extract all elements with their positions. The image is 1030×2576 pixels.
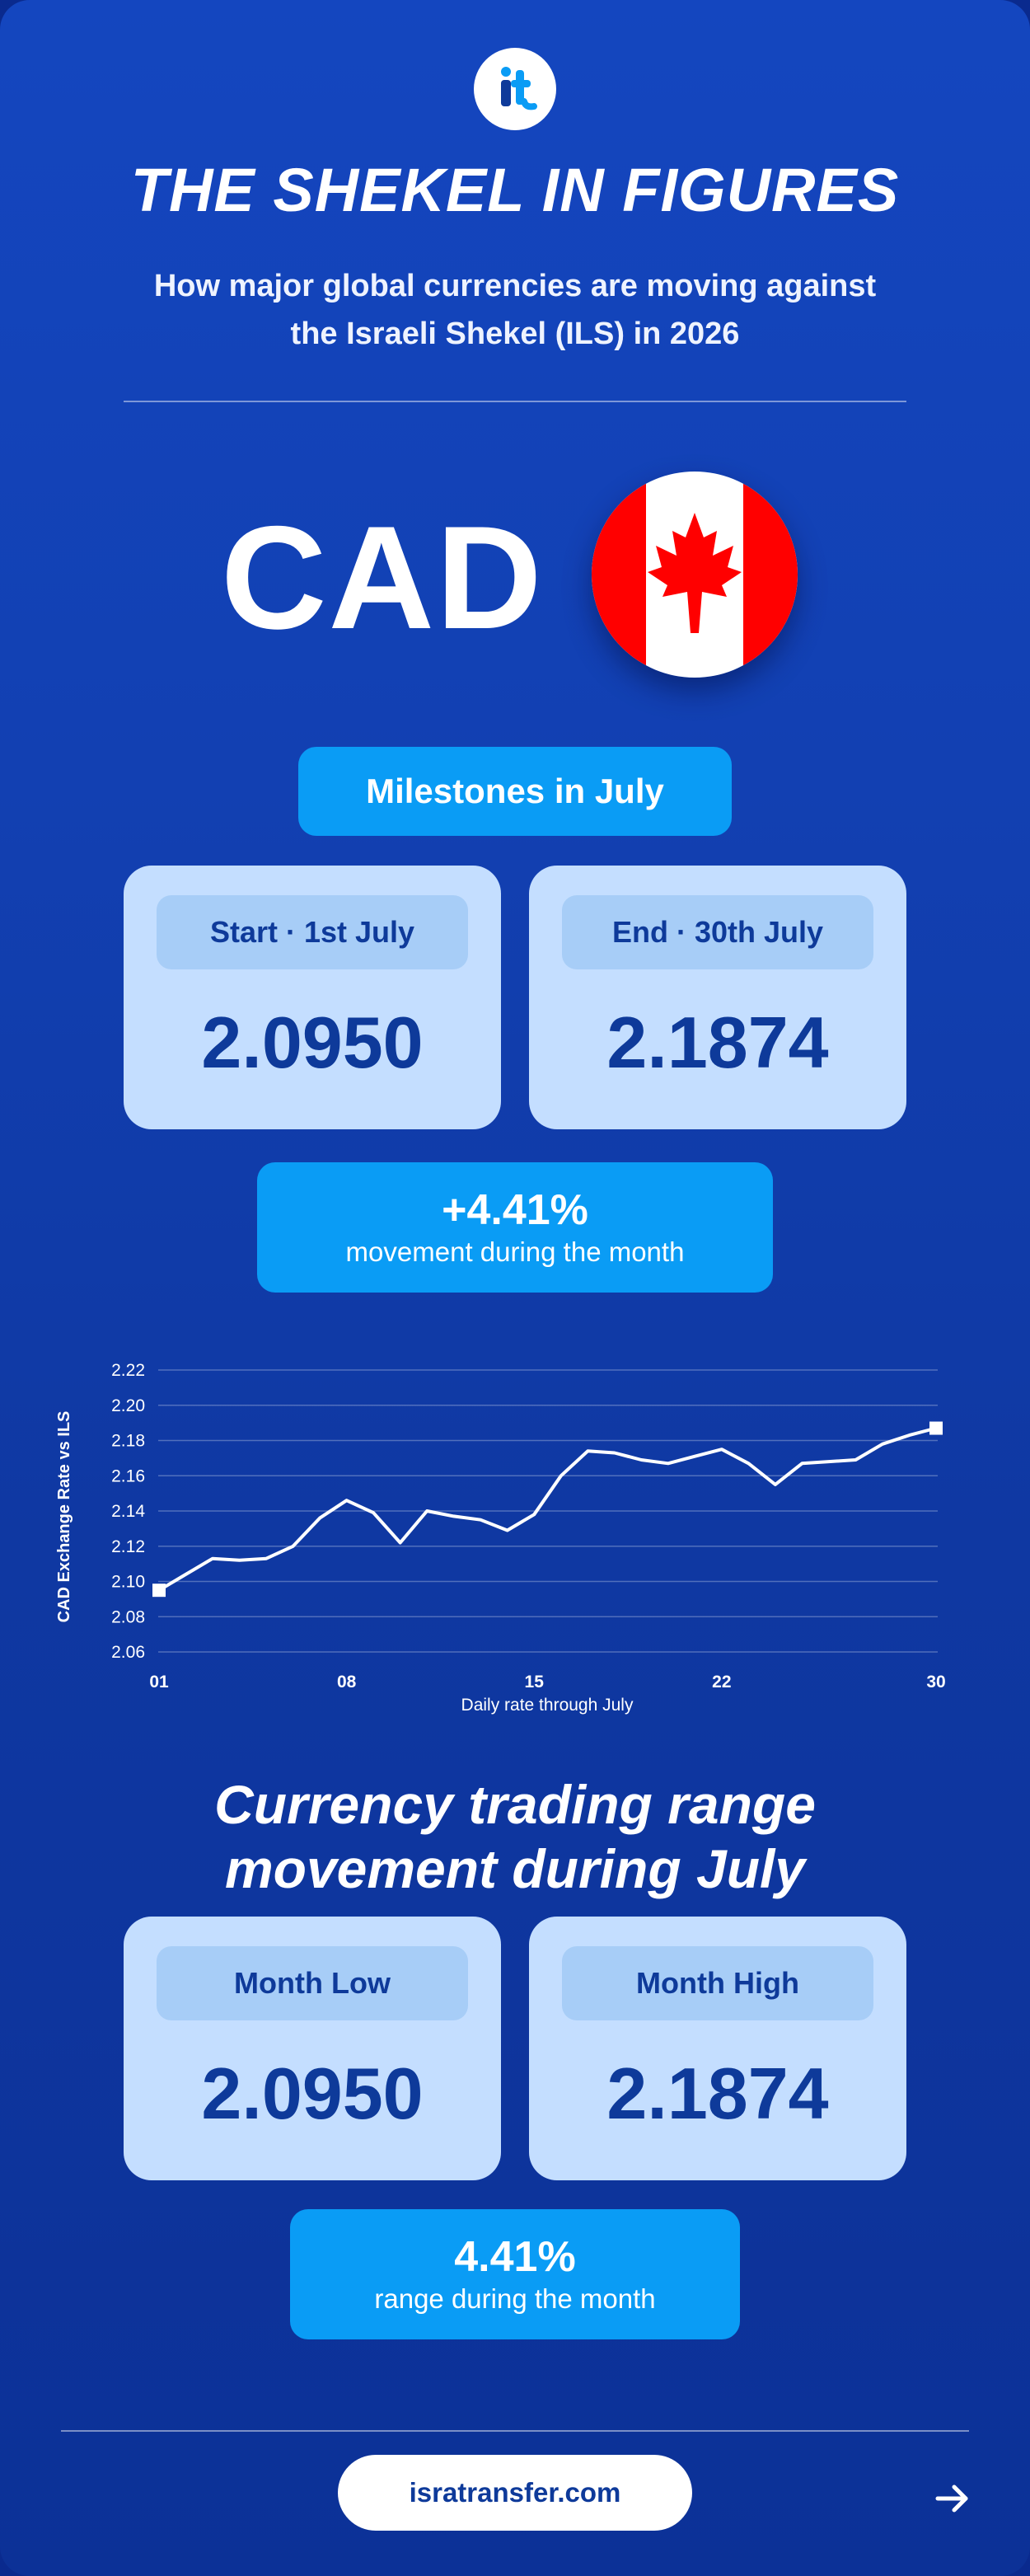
chart-y-tick-label: 2.14 <box>111 1502 145 1521</box>
exchange-rate-chart: 2.222.202.182.162.142.122.102.082.06 01 0… <box>55 1361 946 1715</box>
milestones-heading-badge: Milestones in July <box>298 747 732 836</box>
monthly-movement-badge: +4.41% movement during the month <box>257 1162 773 1293</box>
canada-flag-icon <box>592 472 798 678</box>
page-subtitle: How major global currencies are moving a… <box>153 269 877 351</box>
chart-x-tick-label: 08 <box>337 1673 357 1692</box>
chart-x-tick-labels: 01 08 15 22 30 <box>149 1673 945 1692</box>
range-section-title: Currency trading range movement during J… <box>0 1772 1030 1901</box>
chart-y-tick-label: 2.06 <box>111 1643 145 1662</box>
milestones-heading: Milestones in July <box>366 772 664 810</box>
footer-divider <box>61 2430 969 2432</box>
end-rate-label: End · 30th July <box>562 895 873 969</box>
chart-y-tick-label: 2.08 <box>111 1607 145 1626</box>
chart-x-tick-label: 01 <box>149 1673 169 1692</box>
chart-y-tick-label: 2.10 <box>111 1573 145 1592</box>
end-rate-value: 2.1874 <box>606 1002 829 1083</box>
currency-code: CAD <box>221 495 544 659</box>
chart-y-tick-labels: 2.22 2.20 2.18 2.16 2.14 2.12 2.10 2.08 2.06 <box>111 1361 145 1662</box>
month-high-card: Month High 2.1874 <box>529 1917 906 2180</box>
start-rate-label: Start · 1st July <box>157 895 468 969</box>
chart-y-axis-label: CAD Exchange Rate vs ILS <box>55 1411 73 1623</box>
chart-y-tick-label: 2.20 <box>111 1396 145 1415</box>
chart-y-tick-label: 2.18 <box>111 1432 145 1451</box>
month-low-label: Month Low <box>157 1946 468 2020</box>
monthly-movement-value: +4.41% <box>442 1186 588 1234</box>
page-title: THE SHEKEL IN FIGURES <box>130 156 900 224</box>
trading-range-caption: range during the month <box>374 2283 656 2314</box>
month-high-label: Month High <box>562 1946 873 2020</box>
end-rate-card: End · 30th July 2.1874 <box>529 866 906 1129</box>
chart-y-tick-label: 2.22 <box>111 1361 145 1380</box>
chart-end-marker <box>929 1421 943 1435</box>
chart-x-tick-label: 30 <box>926 1673 945 1692</box>
chart-x-tick-label: 15 <box>525 1673 545 1692</box>
month-low-card: Month Low 2.0950 <box>124 1917 501 2180</box>
chart-start-marker <box>152 1584 166 1598</box>
chart-x-axis-label: Daily rate through July <box>461 1696 634 1715</box>
start-rate-value: 2.0950 <box>201 1002 424 1083</box>
chart-y-tick-label: 2.16 <box>111 1466 145 1485</box>
monthly-movement-caption: movement during the month <box>345 1236 685 1267</box>
chart-x-tick-label: 22 <box>712 1673 731 1692</box>
israTransfer-logo-icon <box>474 48 556 130</box>
chart-endpoint-markers <box>152 1421 943 1598</box>
month-high-value: 2.1874 <box>606 2053 829 2134</box>
trading-range-badge: 4.41% range during the month <box>290 2209 740 2339</box>
range-section-title-text: Currency trading range movement during J… <box>214 1774 816 1899</box>
exchange-rate-line <box>157 1426 937 1592</box>
website-link-button[interactable]: isratransfer.com <box>338 2455 692 2531</box>
start-rate-card: Start · 1st July 2.0950 <box>124 866 501 1129</box>
arrow-right-icon[interactable] <box>931 2478 972 2519</box>
trading-range-value: 4.41% <box>454 2233 576 2281</box>
month-low-value: 2.0950 <box>201 2053 424 2134</box>
chart-y-tick-label: 2.12 <box>111 1537 145 1556</box>
chart-grid <box>158 1369 938 1653</box>
header-divider <box>124 401 906 402</box>
